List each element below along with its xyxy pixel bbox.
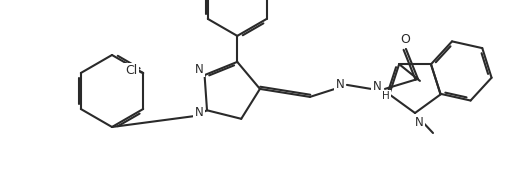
- Text: N: N: [372, 80, 381, 93]
- Text: N: N: [195, 63, 204, 76]
- Text: O: O: [400, 33, 410, 46]
- Text: H: H: [382, 91, 390, 101]
- Text: N: N: [415, 117, 423, 129]
- Text: Cl: Cl: [125, 64, 138, 77]
- Text: N: N: [195, 106, 203, 119]
- Text: N: N: [336, 78, 345, 91]
